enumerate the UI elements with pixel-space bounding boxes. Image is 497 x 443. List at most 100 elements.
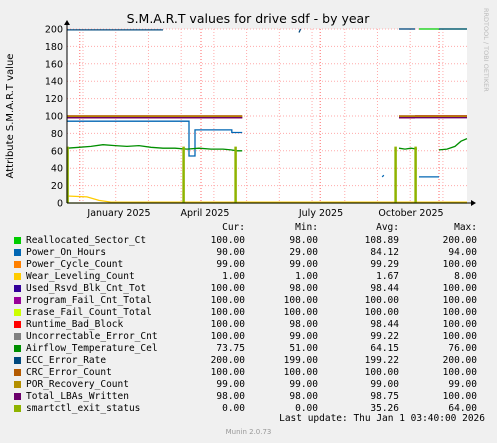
legend-value-min: 98.00 — [289, 391, 318, 402]
header-min: Min: — [295, 222, 318, 233]
legend-row: Runtime_Bad_Block 100.00 98.00 98.44 100.00 — [0, 319, 497, 331]
x-tick-label: October 2025 — [378, 208, 443, 219]
legend-value-min: 51.00 — [289, 343, 318, 354]
legend-row: Wear_Leveling_Count 1.00 1.00 1.67 8.00 — [0, 271, 497, 283]
legend-value-cur: 100.00 — [210, 235, 245, 246]
legend-value-avg: 99.22 — [370, 331, 399, 342]
header-avg: Avg: — [376, 222, 399, 233]
y-tick-label: 160 — [45, 59, 63, 70]
legend-value-cur: 0.00 — [222, 403, 245, 414]
legend-swatch — [14, 261, 21, 268]
legend-value-min: 100.00 — [283, 367, 318, 378]
legend-label: Wear_Leveling_Count — [26, 271, 135, 282]
legend-value-cur: 100.00 — [210, 307, 245, 318]
series-line — [66, 144, 243, 152]
legend-value-cur: 73.75 — [216, 343, 245, 354]
x-axis-arrow — [471, 200, 476, 206]
legend-value-cur: 100.00 — [210, 283, 245, 294]
legend-value-cur: 90.00 — [216, 247, 245, 258]
chart-title: S.M.A.R.T values for drive sdf - by year — [127, 11, 371, 26]
x-tick-label: January 2025 — [86, 208, 150, 219]
header-cur: Cur: — [222, 222, 245, 233]
legend-row: Airflow_Temperature_Cel 73.75 51.00 64.15 76… — [0, 343, 497, 355]
series-line — [438, 138, 468, 151]
legend-label: Total_LBAs_Written — [26, 391, 129, 402]
legend-row: Reallocated_Sector_Ct 100.00 98.00 108.89 20… — [0, 235, 497, 247]
watermark: RRDTOOL / TOBI OETIKER — [482, 8, 490, 92]
legend-value-avg: 98.44 — [370, 319, 399, 330]
legend-value-avg: 98.75 — [370, 391, 399, 402]
legend-value-avg: 199.22 — [364, 355, 399, 366]
legend-value-min: 199.00 — [283, 355, 318, 366]
legend-label: Power_On_Hours — [26, 247, 107, 258]
legend-value-min: 100.00 — [283, 307, 318, 318]
y-tick-label: 20 — [51, 181, 63, 192]
legend-value-avg: 35.26 — [370, 403, 399, 414]
legend-swatch — [14, 297, 21, 304]
legend-row: Erase_Fail_Count_Total 100.00 100.00 100.00… — [0, 307, 497, 319]
series-line — [66, 195, 467, 203]
legend-row: Power_On_Hours 90.00 29.00 84.12 94.00 — [0, 247, 497, 259]
legend-label: Airflow_Temperature_Cel — [26, 343, 158, 354]
legend-label: smartctl_exit_status — [26, 403, 141, 414]
legend-value-cur: 100.00 — [210, 319, 245, 330]
legend-value-cur: 100.00 — [210, 367, 245, 378]
legend-value-min: 0.00 — [295, 403, 318, 414]
legend-value-min: 98.00 — [289, 319, 318, 330]
y-tick-label: 180 — [45, 42, 63, 53]
legend-row: Total_LBAs_Written 98.00 98.00 98.75 100.00 — [0, 391, 497, 403]
y-tick-label: 200 — [45, 25, 63, 36]
legend-swatch — [14, 405, 21, 412]
legend-value-avg: 84.12 — [370, 247, 399, 258]
legend-row: Used_Rsvd_Blk_Cnt_Tot 100.00 98.00 98.44 100… — [0, 283, 497, 295]
legend-label: POR_Recovery_Count — [26, 379, 129, 390]
legend-value-max: 8.00 — [454, 271, 477, 282]
legend-value-min: 99.00 — [289, 259, 318, 270]
legend-value-max: 200.00 — [442, 235, 477, 246]
legend-value-max: 100.00 — [442, 319, 477, 330]
legend-swatch — [14, 345, 21, 352]
legend-value-max: 100.00 — [442, 331, 477, 342]
y-tick-label: 80 — [51, 129, 63, 140]
y-tick-label: 0 — [57, 199, 63, 210]
legend-value-avg: 1.67 — [376, 271, 399, 282]
series-line — [398, 147, 418, 150]
legend-value-avg: 99.29 — [370, 259, 399, 270]
series-line — [298, 28, 302, 33]
legend-value-avg: 100.00 — [364, 295, 399, 306]
legend-swatch — [14, 237, 21, 244]
y-axis-arrow — [64, 20, 70, 25]
legend-value-min: 99.00 — [289, 379, 318, 390]
legend-label: Program_Fail_Cnt_Total — [26, 295, 152, 306]
legend-value-max: 100.00 — [442, 259, 477, 270]
legend-value-avg: 108.89 — [364, 235, 399, 246]
legend-value-min: 1.00 — [295, 271, 318, 282]
legend-value-cur: 99.00 — [216, 259, 245, 270]
legend-row: POR_Recovery_Count 99.00 99.00 99.00 99.00 — [0, 379, 497, 391]
y-tick-label: 120 — [45, 94, 63, 105]
legend-value-max: 100.00 — [442, 391, 477, 402]
header-max: Max: — [454, 222, 477, 233]
legend-row: Power_Cycle_Count 99.00 99.00 99.29 100.00 — [0, 259, 497, 271]
legend-value-avg: 100.00 — [364, 307, 399, 318]
legend-value-cur: 98.00 — [216, 391, 245, 402]
legend-value-min: 100.00 — [283, 295, 318, 306]
series-power-on-hours — [67, 120, 439, 178]
y-axis-label: Attribute S.M.A.R.T value — [5, 54, 16, 179]
legend-value-min: 29.00 — [289, 247, 318, 258]
legend-value-cur: 100.00 — [210, 295, 245, 306]
legend-value-avg: 64.15 — [370, 343, 399, 354]
legend-value-max: 94.00 — [448, 247, 477, 258]
legend-label: CRC_Error_Count — [26, 367, 112, 378]
legend-value-max: 100.00 — [442, 283, 477, 294]
legend-value-min: 98.00 — [289, 283, 318, 294]
legend-label: Power_Cycle_Count — [26, 259, 124, 270]
legend-swatch — [14, 381, 21, 388]
legend-swatch — [14, 309, 21, 316]
series-airflow-temperature-cel — [66, 138, 468, 152]
y-tick-label: 40 — [51, 164, 63, 175]
legend-row: Program_Fail_Cnt_Total 100.00 100.00 100.00… — [0, 295, 497, 307]
legend-swatch — [14, 369, 21, 376]
